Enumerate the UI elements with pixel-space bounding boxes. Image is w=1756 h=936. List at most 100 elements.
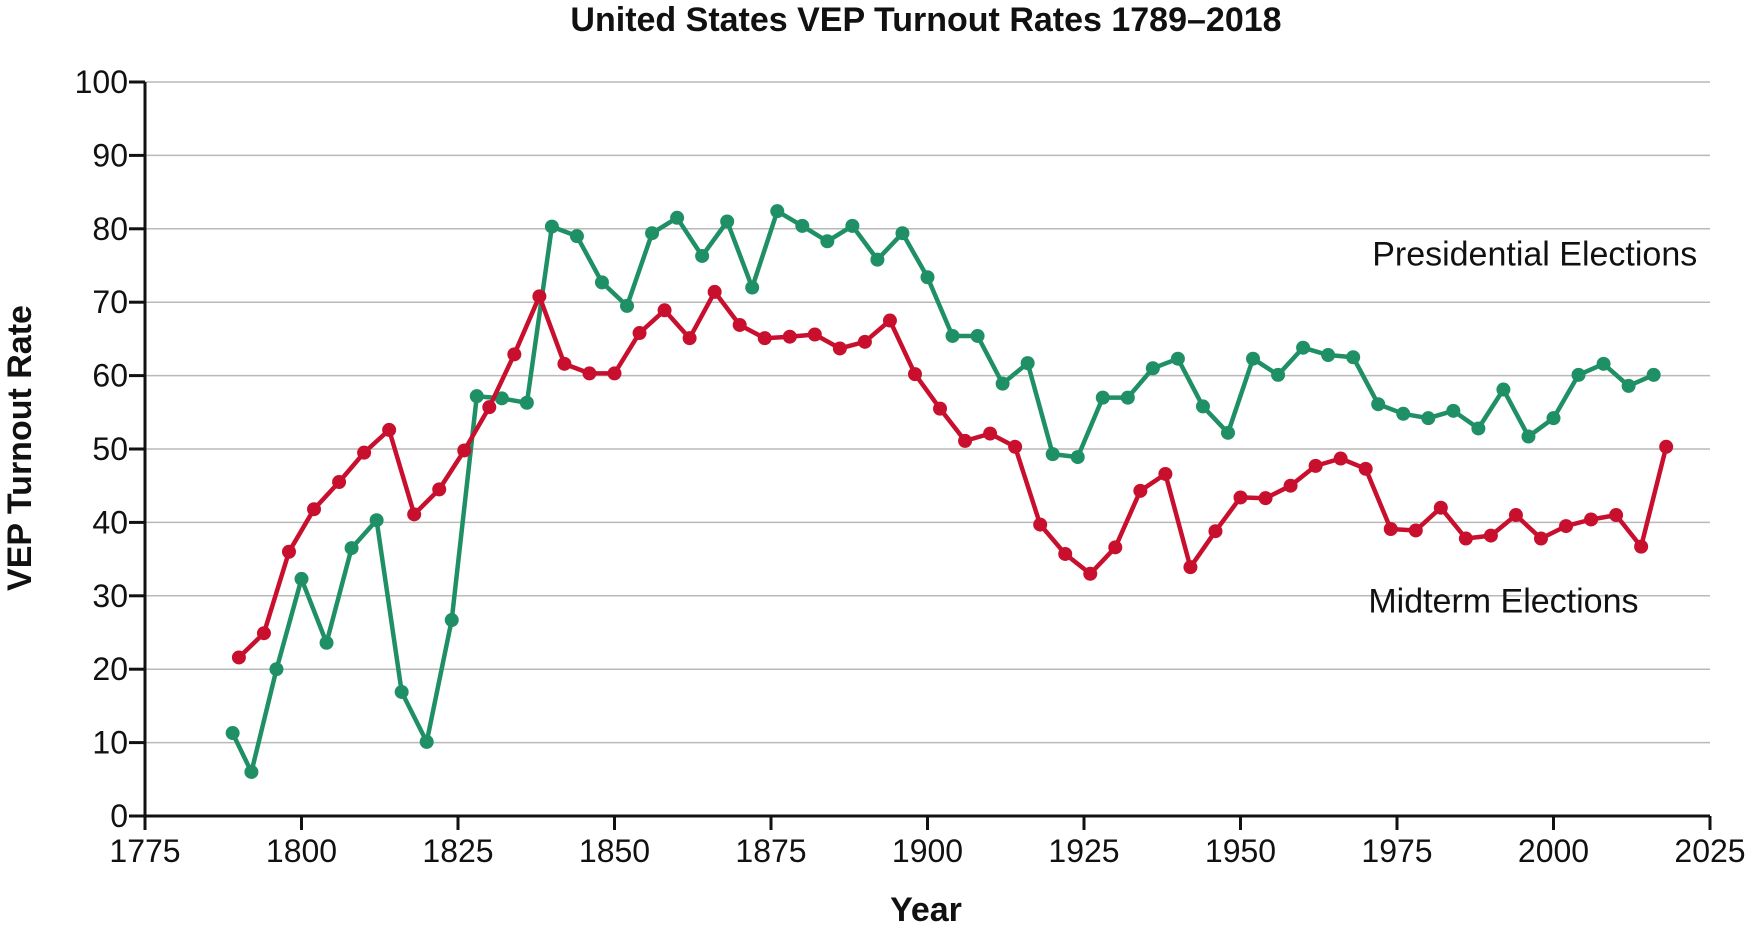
data-point — [895, 226, 910, 241]
data-point — [1333, 451, 1348, 466]
y-tick-label: 80 — [92, 211, 128, 247]
x-tick-label: 1825 — [422, 833, 493, 869]
grid-layer — [145, 81, 1710, 744]
data-point — [482, 400, 497, 415]
data-point — [1559, 519, 1574, 534]
data-point — [1458, 531, 1473, 546]
data-point — [1521, 429, 1536, 444]
data-point — [832, 341, 847, 356]
data-point — [1220, 425, 1235, 440]
data-point — [532, 289, 547, 304]
data-point — [1346, 350, 1361, 365]
data-point — [682, 331, 697, 346]
data-point — [820, 234, 835, 249]
data-point — [357, 445, 372, 460]
series-line — [236, 289, 1669, 660]
x-tick-label: 1850 — [579, 833, 650, 869]
y-tick-label: 40 — [92, 504, 128, 540]
y-tick-label: 90 — [92, 137, 128, 173]
label-layer: Presidential Elections Midterm Elections — [1368, 236, 1697, 621]
data-point — [307, 502, 322, 517]
data-point — [269, 662, 284, 677]
data-point — [369, 513, 384, 528]
data-point — [807, 327, 822, 342]
y-tick-label: 20 — [92, 651, 128, 687]
data-point — [1584, 512, 1599, 527]
data-point — [407, 507, 422, 522]
data-point — [1133, 483, 1148, 498]
y-tick-label: 60 — [92, 358, 128, 394]
data-point — [720, 214, 735, 229]
data-point — [1634, 539, 1649, 554]
data-point — [1183, 560, 1198, 575]
data-point — [225, 726, 240, 741]
data-point — [1258, 491, 1273, 506]
series-presidential — [225, 204, 1661, 779]
data-point — [1646, 367, 1661, 382]
data-point — [582, 366, 597, 381]
data-point — [707, 284, 722, 299]
axes-layer: 0 10 20 30 40 50 60 70 80 90 100 1775 1800 1825 1850 18… — [75, 64, 1746, 869]
data-point — [432, 482, 447, 497]
data-point — [1296, 340, 1311, 355]
data-point — [1433, 500, 1448, 515]
data-point — [1371, 397, 1386, 412]
data-point — [1058, 546, 1073, 561]
x-tick-label: 1975 — [1361, 833, 1432, 869]
data-point — [244, 764, 259, 779]
data-point — [1033, 517, 1048, 532]
data-point — [1508, 508, 1523, 523]
series-label-presidential: Presidential Elections — [1372, 236, 1697, 274]
series-line — [230, 208, 1656, 775]
data-point — [519, 395, 534, 410]
x-tick-label: 2025 — [1674, 833, 1745, 869]
data-point — [795, 218, 810, 233]
data-point — [1483, 528, 1498, 543]
data-point — [1421, 411, 1436, 426]
data-point — [1195, 399, 1210, 414]
data-point — [645, 226, 660, 241]
data-point — [770, 204, 785, 219]
data-point — [1145, 361, 1160, 376]
data-point — [569, 229, 584, 244]
data-point — [1596, 356, 1611, 371]
data-point — [958, 433, 973, 448]
data-point — [1246, 351, 1261, 366]
y-axis-title: VEP Turnout Rate — [1, 305, 39, 591]
data-point — [1020, 356, 1035, 371]
x-tick-label: 1950 — [1205, 833, 1276, 869]
y-tick-label: 0 — [110, 798, 128, 834]
data-point — [945, 328, 960, 343]
x-axis-title: Year — [890, 891, 962, 929]
data-point — [983, 426, 998, 441]
data-point — [494, 391, 509, 406]
data-point — [1070, 450, 1085, 465]
data-point — [607, 366, 622, 381]
data-point — [594, 275, 609, 290]
data-point — [1158, 466, 1173, 481]
data-point — [620, 298, 635, 313]
data-point — [1609, 508, 1624, 523]
data-point — [670, 210, 685, 225]
chart-title: United States VEP Turnout Rates 1789–201… — [570, 1, 1281, 39]
x-tick-label: 1925 — [1048, 833, 1119, 869]
series-midterm — [231, 284, 1674, 665]
y-tick-label: 30 — [92, 578, 128, 614]
data-point — [1045, 447, 1060, 462]
data-point — [444, 613, 459, 628]
data-point — [469, 389, 484, 404]
data-point — [857, 334, 872, 349]
data-point — [1408, 523, 1423, 538]
data-point — [1271, 367, 1286, 382]
x-tick-label: 1875 — [735, 833, 806, 869]
data-point — [1358, 461, 1373, 476]
data-point — [1283, 478, 1298, 493]
data-point — [281, 544, 296, 559]
data-point — [419, 734, 434, 749]
data-point — [732, 317, 747, 332]
data-point — [231, 650, 246, 665]
series-label-midterm: Midterm Elections — [1368, 583, 1638, 621]
data-point — [319, 635, 334, 650]
